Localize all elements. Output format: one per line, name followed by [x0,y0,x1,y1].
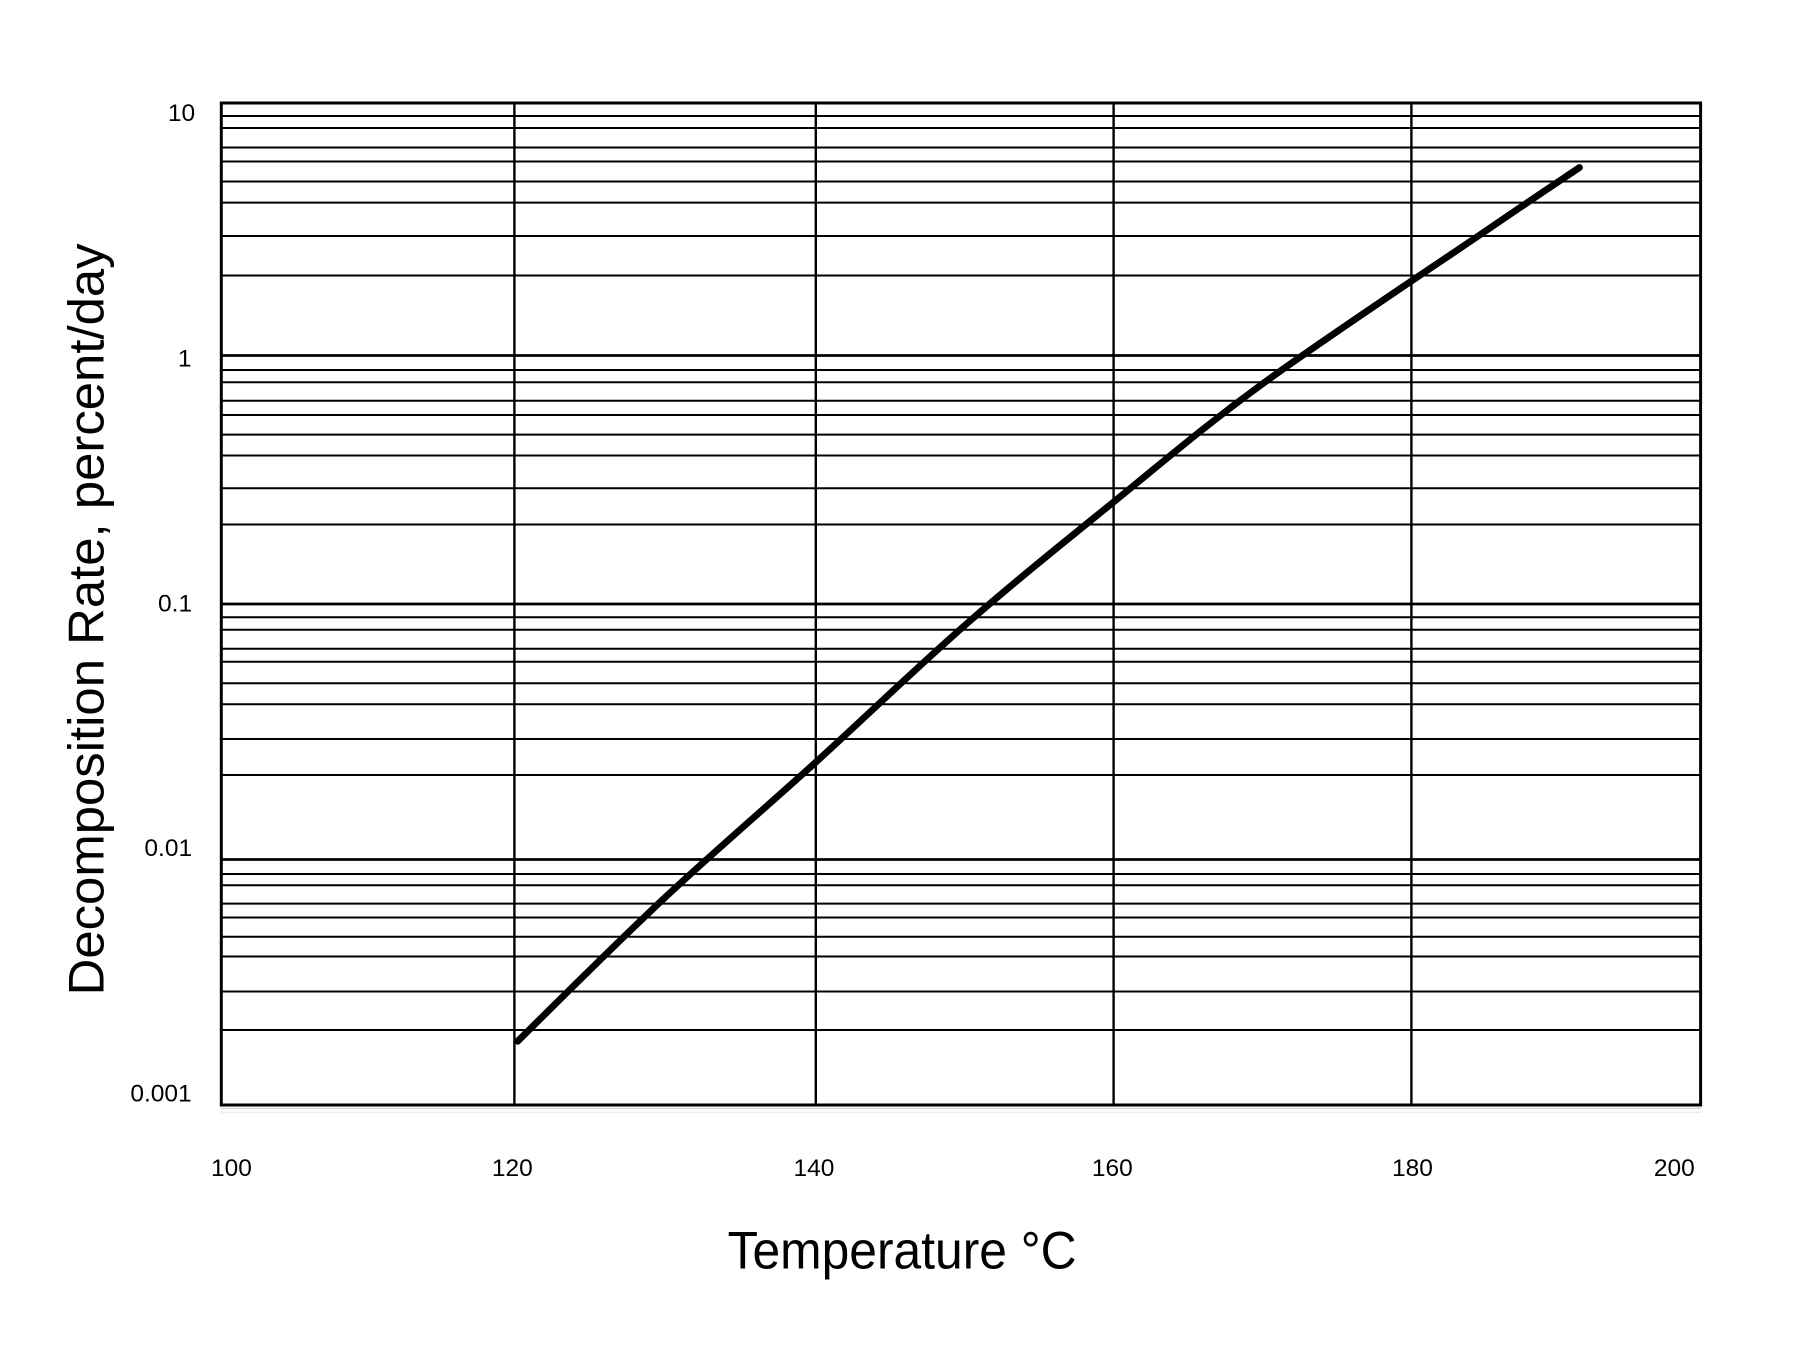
svg-text:0.001: 0.001 [130,1081,191,1108]
svg-text:0.01: 0.01 [144,835,192,862]
svg-text:100: 100 [211,1155,252,1182]
svg-text:200: 200 [1654,1155,1695,1182]
svg-text:140: 140 [794,1155,835,1182]
svg-text:10: 10 [168,100,195,127]
svg-text:Decomposition Rate, percent/da: Decomposition Rate, percent/day [58,243,114,995]
svg-text:120: 120 [492,1155,533,1182]
svg-text:Temperature °C: Temperature °C [728,1221,1077,1280]
svg-text:160: 160 [1092,1155,1133,1182]
svg-text:180: 180 [1392,1155,1433,1182]
svg-text:1: 1 [178,346,192,373]
svg-text:0.1: 0.1 [158,590,192,617]
